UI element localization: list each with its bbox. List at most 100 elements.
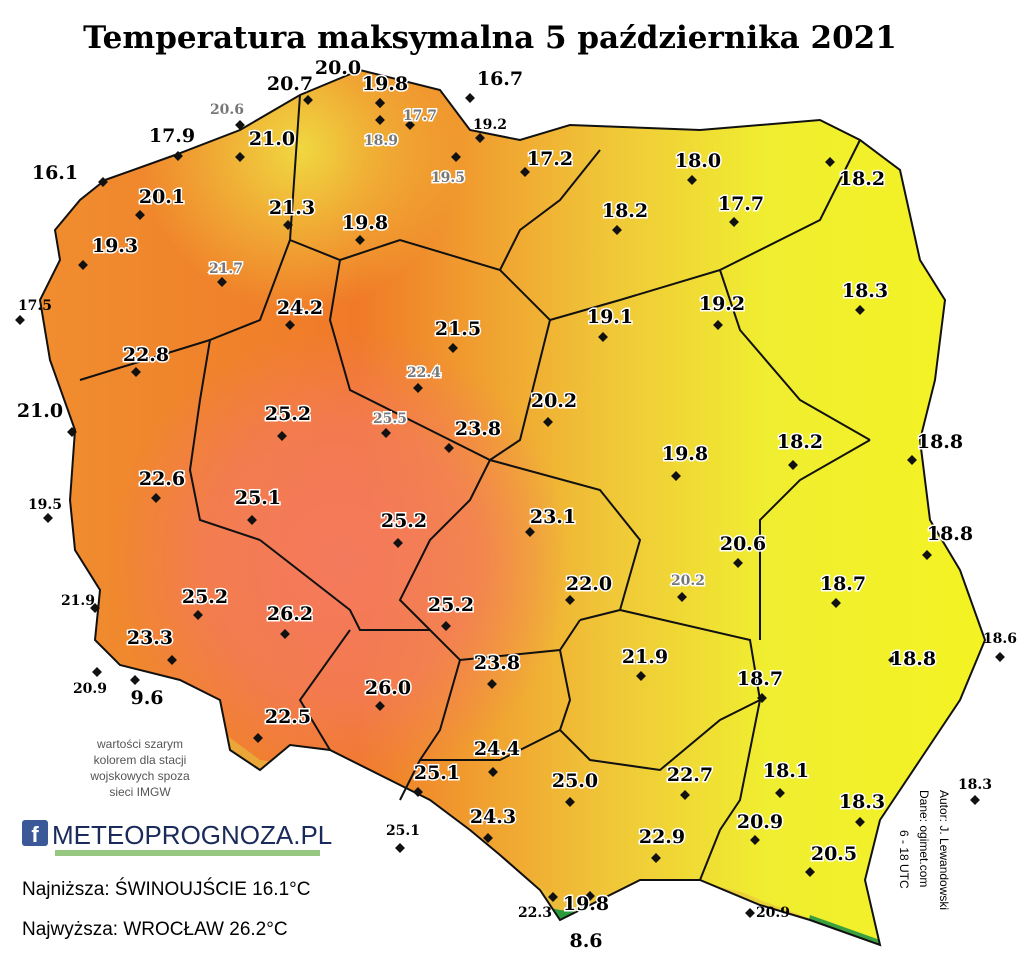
credit: Dane: ogimet.com [917, 790, 931, 887]
station-value: 19.2 [473, 117, 507, 133]
station-value: 20.1 [139, 186, 185, 208]
station-value: 26.0 [365, 677, 411, 699]
station-value: 19.5 [28, 497, 62, 513]
station-value: 25.2 [265, 403, 311, 425]
map-title: Temperatura maksymalna 5 października 20… [83, 20, 897, 56]
station-dot [671, 471, 681, 481]
station-value: 24.2 [277, 297, 323, 319]
station-value: 24.3 [470, 806, 516, 828]
station-value: 18.2 [839, 168, 885, 190]
station-value: 24.4 [474, 738, 520, 760]
station-dot [465, 93, 475, 103]
note-line: kolorem dla stacji [94, 753, 187, 767]
station-value: 18.9 [364, 133, 398, 149]
station-dot [130, 675, 140, 685]
station-value: 25.1 [414, 762, 460, 784]
station-value: 21.0 [249, 128, 295, 150]
station-value: 22.0 [566, 573, 612, 595]
station-dot [98, 177, 108, 187]
station-value: 17.5 [18, 298, 52, 314]
station-dot [733, 558, 743, 568]
station-value: 18.6 [983, 631, 1017, 647]
station-value: 18.7 [737, 668, 783, 690]
station-dot [235, 152, 245, 162]
station-value: 19.3 [92, 235, 138, 257]
station-dot [283, 220, 293, 230]
station-value: 20.9 [737, 811, 783, 833]
station-value: 17.7 [403, 108, 437, 124]
station-value: 22.5 [265, 706, 311, 728]
station-dot [585, 891, 595, 901]
highest: Najwyższa: WROCŁAW 26.2°C [22, 919, 288, 940]
station-dot [444, 443, 454, 453]
note-line: wojskowych spoza [89, 769, 190, 783]
station-dot [173, 151, 183, 161]
station-dot [775, 788, 785, 798]
station-dot [788, 460, 798, 470]
station-value: 18.1 [763, 760, 809, 782]
station-dot [488, 767, 498, 777]
station-dot [729, 217, 739, 227]
station-value: 25.1 [235, 487, 281, 509]
station-value: 22.6 [139, 468, 185, 490]
credit: 6 - 18 UTC [897, 830, 911, 889]
station-dot [92, 667, 102, 677]
station-dot [235, 120, 245, 130]
station-dot [525, 527, 535, 537]
station-value: 22.3 [518, 905, 552, 921]
station-dot [277, 431, 287, 441]
station-dot [217, 277, 227, 287]
station-value: 18.3 [839, 791, 885, 813]
station-value: 8.6 [569, 930, 602, 952]
station-value: 19.8 [362, 73, 408, 95]
station-dot [375, 701, 385, 711]
station-dot [677, 592, 687, 602]
station-value: 16.1 [32, 162, 78, 184]
station-dot [441, 621, 451, 631]
station-value: 20.9 [73, 681, 107, 697]
station-value: 21.9 [622, 646, 668, 668]
station-dot [855, 817, 865, 827]
station-value: 21.9 [61, 593, 95, 609]
station-dot [285, 320, 295, 330]
station-value: 20.9 [756, 905, 790, 921]
station-dot [483, 833, 493, 843]
svg-text:f: f [31, 822, 39, 847]
station-value: 17.7 [718, 193, 764, 215]
station-dot [381, 428, 391, 438]
station-dot [750, 835, 760, 845]
note: wartości szarym kolorem dla stacji wojsk… [89, 737, 190, 799]
station-value: 23.3 [127, 627, 173, 649]
station-value: 19.8 [563, 893, 609, 915]
logo-text: METEOPROGNOZA.PL [52, 820, 332, 850]
station-dot [393, 538, 403, 548]
station-value: 18.2 [777, 431, 823, 453]
station-dot [565, 797, 575, 807]
station-dot [687, 175, 697, 185]
station-value: 17.2 [527, 148, 573, 170]
stations: 20.720.019.8 16.720.6 17.719.218.917.9 21.0… [15, 56, 1017, 954]
station-value: 21.7 [209, 261, 243, 277]
station-dot [680, 790, 690, 800]
station-value: 23.8 [474, 652, 520, 674]
station-dot [135, 210, 145, 220]
station-dot [713, 320, 723, 330]
station-dot [520, 167, 530, 177]
station-dot [355, 235, 365, 245]
station-dot [745, 908, 755, 918]
station-dot [131, 367, 141, 377]
station-dot [612, 225, 622, 235]
station-dot [167, 655, 177, 665]
station-dot [825, 157, 835, 167]
station-value: 25.1 [386, 823, 420, 839]
station-value: 18.8 [927, 523, 973, 545]
station-value: 20.7 [267, 73, 313, 95]
station-value: 22.8 [123, 344, 169, 366]
station-dot [651, 853, 661, 863]
station-value: 19.1 [587, 306, 633, 328]
station-dot [565, 595, 575, 605]
station-value: 18.8 [890, 648, 936, 670]
station-value: 21.0 [17, 400, 63, 422]
credit: Autor: J. Lewandowski [937, 790, 951, 910]
